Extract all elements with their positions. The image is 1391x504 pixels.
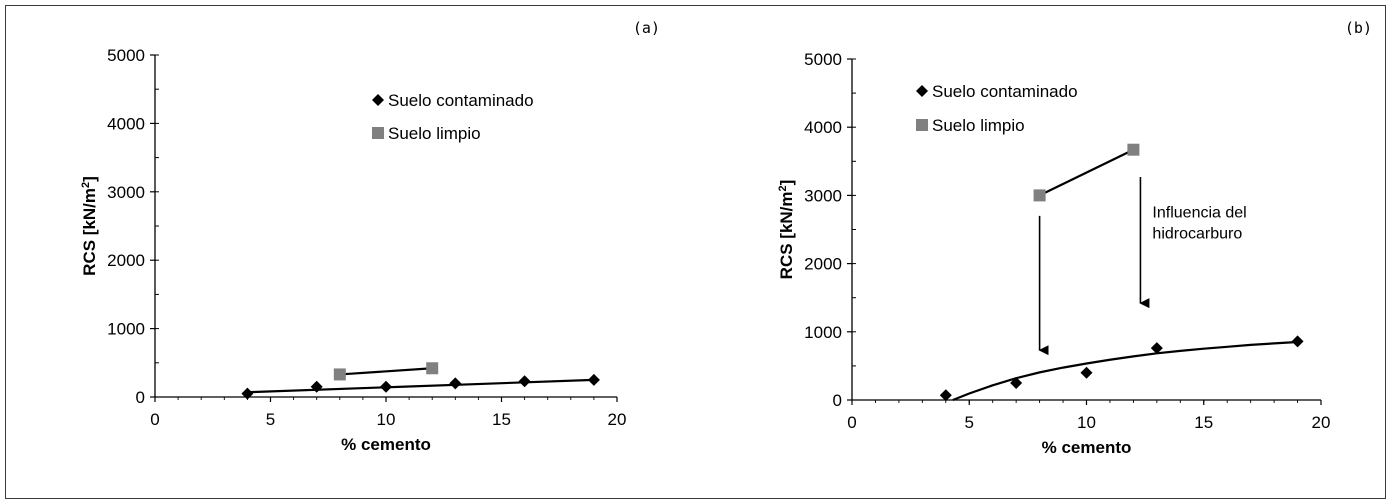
chart-b-annotation-text: Influencia del [1152,205,1246,222]
chart-a-y-tick-label: 4000 [107,114,145,133]
chart-b-annotation-text: hidrocarburo [1152,226,1242,243]
chart-a-legend-marker-contaminado [372,94,384,106]
chart-b-legend-label-contaminado: Suelo contaminado [932,82,1078,101]
chart-a-x-tick-label: 15 [492,410,511,429]
chart-b-y-tick-label: 0 [833,391,842,410]
chart-b-x-axis-title: % cemento [1042,438,1132,457]
chart-a-point-contaminado [518,375,531,388]
chart-a-y-tick-label: 2000 [107,251,145,270]
chart-a-y-tick-label: 3000 [107,183,145,202]
chart-b-x-tick-label: 0 [847,413,856,432]
chart-a-svg: 0 1000 2000 3000 4000 5000 0 5 10 15 20 % cemento RC… [80,19,660,454]
chart-a-point-contaminado [241,387,254,400]
chart-a-x-tick-label: 5 [266,410,275,429]
chart-b-y-tick-label: 2000 [804,255,842,274]
chart-b-x-tick-label: 15 [1194,413,1213,432]
chart-b-trendline-contaminado [952,340,1298,402]
chart-a-panel-label: (a) [633,19,660,37]
chart-a-point-limpio [426,362,439,375]
chart-b-legend-label-limpio: Suelo limpio [932,116,1025,135]
chart-b-y-tick-label: 3000 [804,186,842,205]
chart-a-trendline-limpio [339,367,433,376]
chart-panel-a: 0 1000 2000 3000 4000 5000 0 5 10 15 20 % cemento RC… [0,0,690,504]
chart-a-y-axis-title: RCS [kN/m2] [80,176,99,276]
chart-b-x-tick-label: 10 [1077,413,1096,432]
chart-a-point-contaminado [587,373,600,386]
chart-b-panel-label: (b) [1345,19,1372,37]
chart-b-point-contaminado [1010,376,1023,389]
chart-b-point-limpio [1127,143,1140,156]
chart-a-y-tick-label: 0 [136,388,145,407]
chart-b-point-limpio [1033,189,1046,202]
chart-b-point-contaminado [939,389,952,402]
chart-b-x-tick-label: 20 [1312,413,1331,432]
chart-b-legend-marker-limpio [916,119,928,131]
chart-a-y-tick-label: 1000 [107,320,145,339]
chart-a-legend-marker-limpio [372,127,384,139]
chart-panel-b: 0 1000 2000 3000 4000 5000 0 5 10 15 20 % cemento RC… [690,0,1391,504]
chart-b-point-contaminado [1291,335,1304,348]
chart-a-legend-label-limpio: Suelo limpio [388,124,481,143]
chart-a-point-contaminado [310,380,323,393]
chart-b-point-contaminado [1150,342,1163,355]
chart-a-x-tick-label: 0 [150,410,159,429]
chart-b-trendline-limpio [1039,148,1134,197]
chart-b-x-tick-label: 5 [965,413,974,432]
chart-b-legend-marker-contaminado [916,85,928,97]
chart-a-trendline-contaminado [247,378,594,394]
chart-b-svg: 0 1000 2000 3000 4000 5000 0 5 10 15 20 % cemento RC… [777,19,1372,457]
chart-a-x-tick-label: 10 [377,410,396,429]
chart-a-point-contaminado [449,377,462,390]
chart-b-y-tick-label: 1000 [804,323,842,342]
chart-b-y-tick-label: 5000 [804,50,842,69]
figure-frame [5,5,1386,499]
chart-b-y-axis-title: RCS [kN/m2] [777,180,796,280]
chart-a-x-axis-title: % cemento [341,435,431,454]
chart-a-point-contaminado [380,380,392,393]
chart-a-y-tick-label: 5000 [107,46,145,65]
chart-a-x-tick-label: 20 [608,410,627,429]
chart-b-point-contaminado [1080,366,1093,379]
chart-a-point-limpio [333,368,346,381]
chart-a-legend-label-contaminado: Suelo contaminado [388,91,534,110]
chart-b-y-tick-label: 4000 [804,118,842,137]
